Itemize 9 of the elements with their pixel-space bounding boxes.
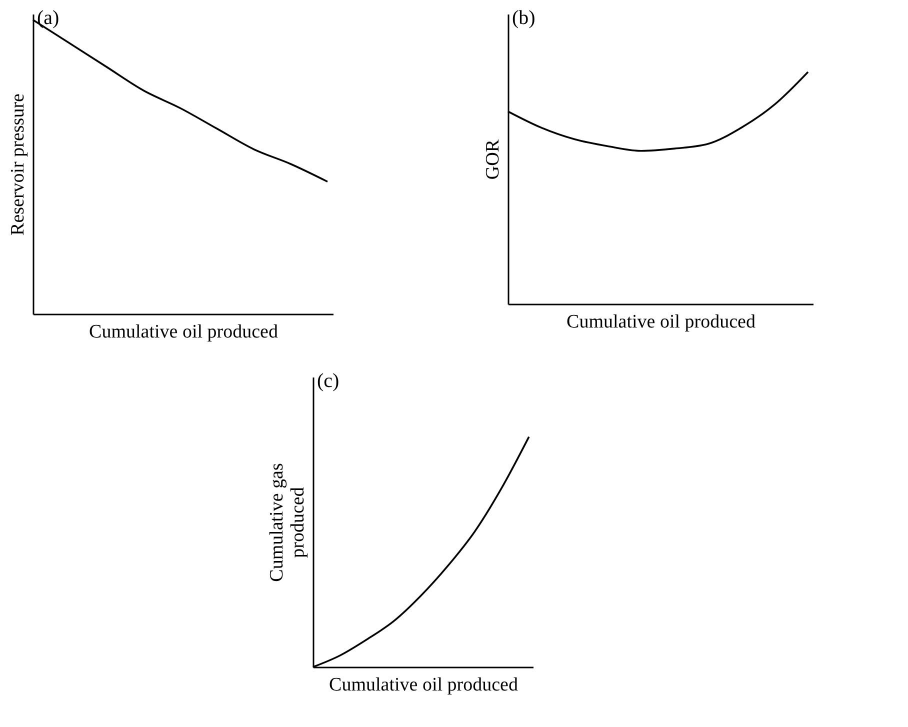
y-axis-title: GOR [482,139,504,180]
x-axis-title: Cumulative oil produced [329,674,518,696]
chart-title: (a) [37,7,60,29]
y-axis-title: Cumulative gas produced [266,463,308,582]
chart-title: (b) [512,7,536,29]
chart-title: (c) [317,370,340,392]
x-axis-title: Cumulative oil produced [566,312,756,332]
x-axis-title: Cumulative oil produced [89,322,278,342]
y-axis-title: Reservoir pressure [8,94,28,236]
